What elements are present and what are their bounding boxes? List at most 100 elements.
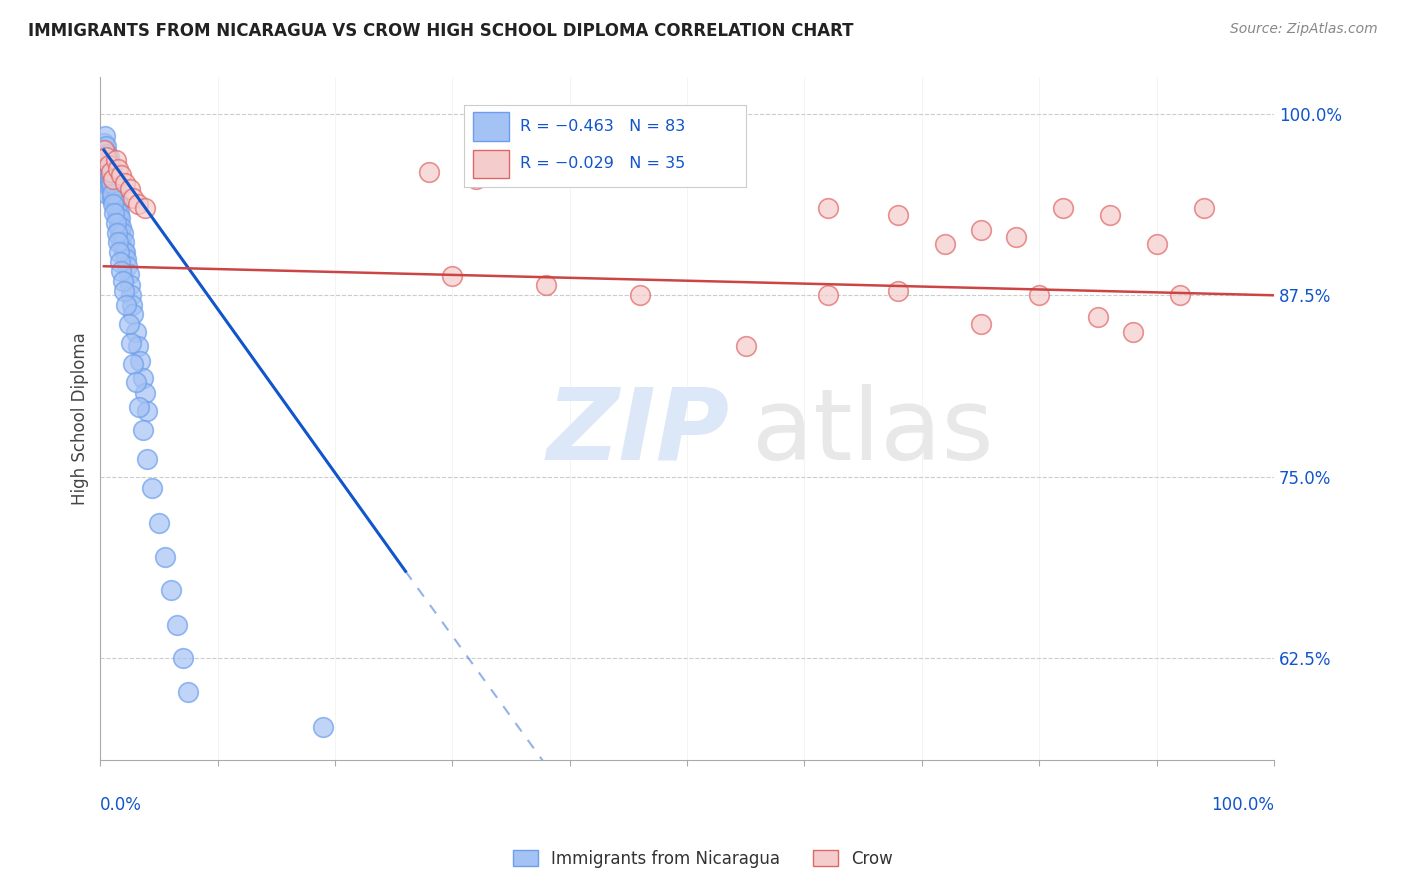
Point (108, 205, 131, 219)
Point (93, 143, 115, 157)
Text: IMMIGRANTS FROM NICARAGUA VS CROW HIGH SCHOOL DIPLOMA CORRELATION CHART: IMMIGRANTS FROM NICARAGUA VS CROW HIGH S… (28, 22, 853, 40)
Point (103, 172, 125, 186)
Point (1052, 201, 1074, 215)
Point (110, 211, 132, 226)
Point (127, 339, 149, 353)
Point (1122, 325, 1144, 339)
Point (96, 150, 118, 164)
Point (628, 288, 651, 302)
Legend: Immigrants from Nicaragua, Crow: Immigrants from Nicaragua, Crow (506, 844, 900, 875)
Point (101, 161, 124, 176)
Text: 0.0%: 0.0% (100, 797, 142, 814)
Point (114, 177, 136, 191)
Point (129, 353, 152, 368)
Point (101, 186, 124, 201)
Point (969, 223, 991, 237)
Point (96, 158, 118, 172)
Point (114, 244, 136, 259)
Point (117, 318, 139, 332)
Point (112, 284, 135, 298)
Point (105, 205, 128, 219)
Point (107, 161, 129, 176)
Point (97, 158, 120, 172)
Point (734, 339, 756, 353)
Point (110, 220, 132, 235)
Point (108, 244, 131, 259)
Point (112, 244, 135, 259)
Point (104, 216, 127, 230)
Text: Source: ZipAtlas.com: Source: ZipAtlas.com (1230, 22, 1378, 37)
Point (104, 201, 127, 215)
Point (110, 255, 132, 269)
Point (107, 196, 129, 211)
Point (96, 150, 118, 164)
Point (100, 179, 122, 194)
Point (136, 452, 159, 467)
Point (121, 298, 143, 312)
Point (131, 371, 153, 385)
Point (464, 172, 486, 186)
Point (1192, 201, 1215, 215)
Point (117, 267, 139, 281)
Point (117, 259, 139, 273)
Point (1004, 230, 1026, 244)
Point (103, 172, 125, 186)
Point (934, 237, 956, 252)
Point (120, 288, 142, 302)
Point (134, 201, 156, 215)
Point (100, 177, 122, 191)
Point (177, 685, 200, 699)
Point (96, 165, 118, 179)
Point (122, 191, 145, 205)
Point (887, 284, 910, 298)
Point (110, 226, 132, 240)
Point (136, 404, 159, 418)
Text: ZIP: ZIP (547, 384, 730, 481)
Point (101, 191, 124, 205)
Point (122, 307, 145, 321)
Point (131, 423, 153, 437)
Point (103, 205, 125, 219)
Point (122, 357, 145, 371)
Point (94, 128, 117, 143)
Text: 100.0%: 100.0% (1211, 797, 1274, 814)
Point (105, 226, 128, 240)
Point (118, 278, 141, 293)
Point (127, 196, 149, 211)
Point (1168, 288, 1191, 302)
Point (96, 138, 118, 153)
Point (100, 165, 122, 179)
Point (100, 165, 122, 179)
Point (96, 172, 118, 186)
Point (1087, 310, 1109, 324)
Point (105, 191, 128, 205)
Point (112, 235, 135, 249)
Point (141, 482, 163, 496)
Point (97, 165, 120, 179)
Point (536, 278, 558, 293)
Point (1146, 237, 1168, 252)
Point (93, 136, 115, 150)
Point (97, 158, 120, 172)
Point (110, 235, 132, 249)
Point (104, 182, 127, 196)
Point (166, 618, 188, 632)
Point (124, 376, 146, 390)
Point (103, 194, 125, 208)
Point (98, 158, 121, 172)
Point (111, 226, 134, 240)
Point (103, 179, 125, 194)
Y-axis label: High School Diploma: High School Diploma (72, 333, 89, 505)
Point (172, 651, 194, 665)
Point (134, 385, 156, 400)
Point (97, 179, 120, 194)
Point (148, 516, 170, 531)
Point (441, 269, 464, 284)
Point (124, 325, 146, 339)
Point (887, 208, 910, 222)
Point (118, 182, 141, 196)
Point (1028, 288, 1050, 302)
Point (96, 147, 118, 161)
Point (110, 263, 132, 277)
Point (103, 186, 125, 201)
